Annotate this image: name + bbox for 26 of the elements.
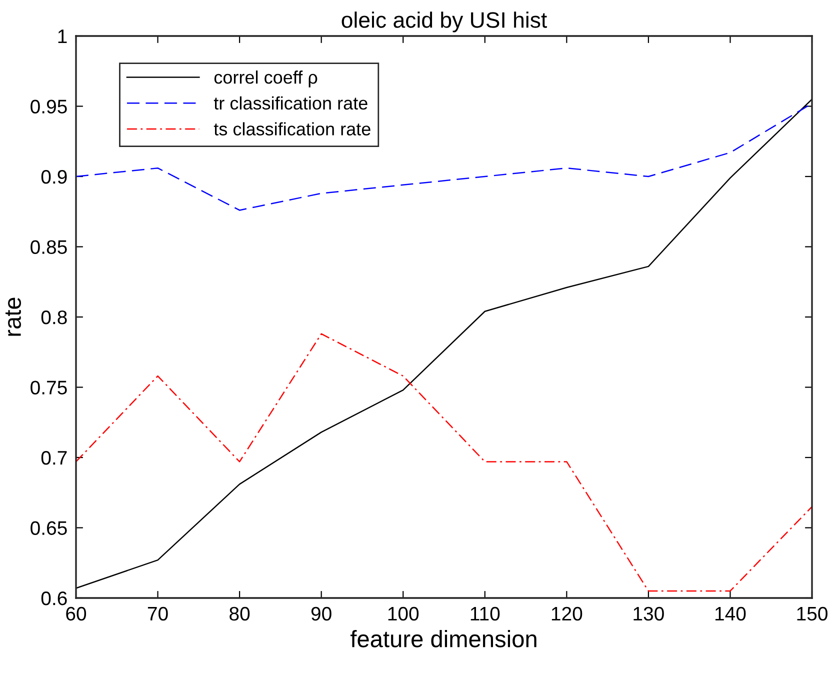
x-tick-label: 130: [634, 606, 664, 621]
x-tick-label: 140: [715, 606, 746, 621]
x-tick-label: 150: [797, 606, 828, 621]
y-tick-label: 0.8: [41, 310, 67, 324]
x-tick-label: 110: [470, 606, 500, 621]
y-tick-label: 0.75: [30, 380, 67, 394]
y-tick-label: 0.65: [30, 521, 67, 535]
legend-label: ts classification rate: [214, 122, 370, 136]
x-tick-label: 70: [148, 606, 168, 621]
x-axis-title: feature dimension: [350, 630, 536, 648]
x-tick-label: 100: [388, 606, 419, 621]
line-series: [76, 333, 812, 592]
y-tick-label: 0.85: [30, 240, 67, 254]
x-tick-label: 60: [66, 606, 86, 621]
y-tick-label: 0.9: [41, 170, 67, 184]
y-axis-title: rate: [5, 298, 21, 336]
y-tick-label: 0.7: [41, 450, 67, 465]
legend-label: tr classification rate: [214, 96, 368, 110]
y-tick-label: 1: [58, 30, 67, 44]
x-tick-label: 80: [230, 606, 250, 621]
legend-label: correl coeff ρ: [214, 70, 318, 88]
chart-title: oleic acid by USI hist: [342, 12, 547, 32]
y-tick-label: 0.6: [41, 591, 67, 606]
x-tick-label: 90: [311, 606, 332, 621]
y-tick-label: 0.95: [30, 100, 67, 114]
x-tick-label: 120: [552, 606, 582, 621]
